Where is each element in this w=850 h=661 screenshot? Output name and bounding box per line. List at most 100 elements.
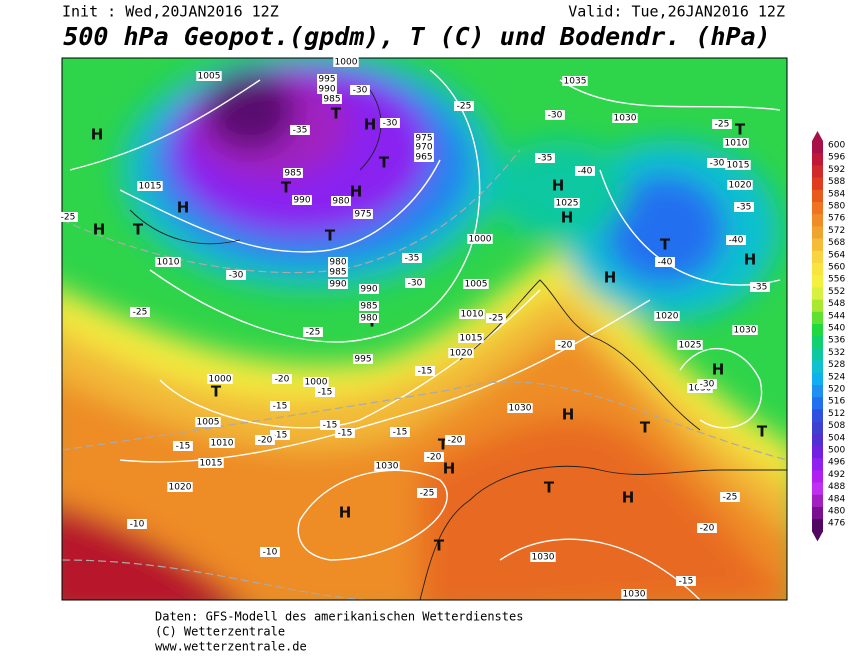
isobar-label: 1010 bbox=[461, 310, 484, 320]
isobar-label: 980 bbox=[360, 314, 377, 324]
isobar-label: 1030 bbox=[532, 553, 555, 563]
isobar-label-box bbox=[530, 552, 556, 562]
isotherm-label-box bbox=[402, 253, 422, 263]
colorbar-swatch bbox=[812, 433, 823, 447]
isobar-label-box bbox=[333, 57, 359, 67]
colorbar-swatch bbox=[812, 299, 823, 313]
isobar-label-box bbox=[317, 74, 337, 84]
pressure-center: T bbox=[438, 436, 449, 454]
isobar-label: 1000 bbox=[305, 378, 328, 388]
isobar-label-box bbox=[507, 403, 533, 413]
colorbar-swatch bbox=[812, 446, 823, 459]
isobar-label-box bbox=[374, 461, 400, 471]
colorbar-swatch bbox=[812, 421, 823, 435]
isotherm-label-box bbox=[127, 519, 147, 529]
pressure-center: H bbox=[339, 504, 352, 522]
colorbar-label: 540 bbox=[828, 324, 845, 334]
isobar-label-box bbox=[459, 309, 485, 319]
pressure-center: T bbox=[325, 227, 336, 245]
isobar-label: 1020 bbox=[169, 483, 192, 493]
isotherm-label: -15 bbox=[418, 367, 433, 377]
isotherm-label: -25 bbox=[133, 308, 148, 318]
isobar-label-box bbox=[621, 589, 647, 599]
colorbar-label: 580 bbox=[828, 202, 845, 212]
isotherm-label: -35 bbox=[753, 283, 768, 293]
isotherm-label-box bbox=[173, 441, 193, 451]
pressure-center: T bbox=[379, 154, 390, 172]
colorbar-swatch bbox=[812, 141, 823, 154]
isotherm-label: -30 bbox=[229, 271, 244, 281]
colorbar-swatch bbox=[812, 214, 823, 227]
colorbar-top-arrow bbox=[812, 131, 823, 141]
isobar-label: 1000 bbox=[335, 58, 358, 68]
isobar-label: 1020 bbox=[729, 181, 752, 191]
isobar-label: 1005 bbox=[197, 418, 220, 428]
isotherm-label-box bbox=[417, 488, 437, 498]
pressure-center: T bbox=[757, 423, 768, 441]
isotherm-label: -15 bbox=[273, 431, 288, 441]
isotherm-label-box bbox=[272, 374, 292, 384]
colorbar-label: 504 bbox=[828, 433, 845, 443]
isobar-label-box bbox=[677, 340, 703, 350]
isotherm-label: -15 bbox=[323, 421, 338, 431]
isobar-label-box bbox=[353, 354, 373, 364]
isobar-label-box bbox=[167, 482, 193, 492]
isobar-label: 980 bbox=[329, 258, 346, 268]
isotherm-label-box bbox=[575, 166, 595, 176]
isobar-label: 1030 bbox=[376, 462, 399, 472]
isobar-label-box bbox=[725, 160, 751, 170]
isotherm-label-box bbox=[270, 401, 290, 411]
isotherm-label-box bbox=[226, 270, 246, 280]
isobar-label: 1030 bbox=[614, 114, 637, 124]
colorbar-label: 600 bbox=[828, 141, 845, 151]
colorbar-label: 516 bbox=[828, 397, 845, 407]
isobar-label-box bbox=[328, 267, 348, 277]
isobar-label-box bbox=[292, 195, 312, 205]
isotherm-label: -25 bbox=[723, 493, 738, 503]
isobar-label-box bbox=[198, 458, 224, 468]
isotherm-label: -15 bbox=[679, 577, 694, 587]
colorbar-label: 576 bbox=[828, 214, 845, 224]
isobar-label-box bbox=[723, 138, 749, 148]
isobar-label-box bbox=[554, 198, 580, 208]
footer-copyright: (C) Wetterzentrale bbox=[155, 625, 285, 639]
pressure-center: T bbox=[640, 419, 651, 437]
colorbar-swatch bbox=[812, 336, 823, 349]
colorbar-swatch bbox=[812, 519, 823, 532]
colorbar-label: 484 bbox=[828, 494, 845, 504]
pressure-center: T bbox=[544, 479, 555, 497]
isobar-label-box bbox=[359, 284, 379, 294]
isobar-label-box bbox=[562, 76, 588, 86]
pressure-center: T bbox=[133, 221, 144, 239]
isotherm-label: -30 bbox=[710, 159, 725, 169]
colorbar-swatch bbox=[812, 507, 823, 520]
isotherm-label-box bbox=[303, 327, 323, 337]
colorbar: 600 596 592 588 584 580 576 572 568 564 560 556 552 5… bbox=[812, 131, 845, 542]
isobar-label-box bbox=[209, 438, 235, 448]
isobar-label-box bbox=[317, 84, 337, 94]
isobar-label: 985 bbox=[360, 302, 377, 312]
isobar-label: 970 bbox=[415, 143, 432, 153]
colorbar-label: 572 bbox=[828, 226, 845, 236]
isobar-label-box bbox=[303, 377, 329, 387]
colorbar-label: 496 bbox=[828, 458, 845, 468]
isobar-label-box bbox=[458, 333, 484, 343]
pressure-center: T bbox=[735, 121, 746, 139]
isobar-label: 1015 bbox=[139, 182, 162, 192]
isotherm-label-box bbox=[676, 576, 696, 586]
isobar-label-box bbox=[328, 257, 348, 267]
pressure-center: H bbox=[443, 460, 456, 478]
isotherm-label-box bbox=[535, 153, 555, 163]
isotherm-label: -30 bbox=[700, 380, 715, 390]
isobar-label: 1035 bbox=[564, 77, 587, 87]
isotherm-label: -25 bbox=[715, 120, 730, 130]
colorbar-swatch bbox=[812, 409, 823, 422]
pressure-center: H bbox=[91, 126, 104, 144]
isotherm-label: -20 bbox=[427, 453, 442, 463]
colorbar-label: 564 bbox=[828, 250, 845, 260]
isobar-label: 990 bbox=[293, 196, 310, 206]
colorbar-label: 596 bbox=[828, 153, 845, 163]
pressure-center: H bbox=[350, 183, 363, 201]
colorbar-swatch bbox=[812, 324, 823, 337]
isotherm-label: -15 bbox=[393, 428, 408, 438]
